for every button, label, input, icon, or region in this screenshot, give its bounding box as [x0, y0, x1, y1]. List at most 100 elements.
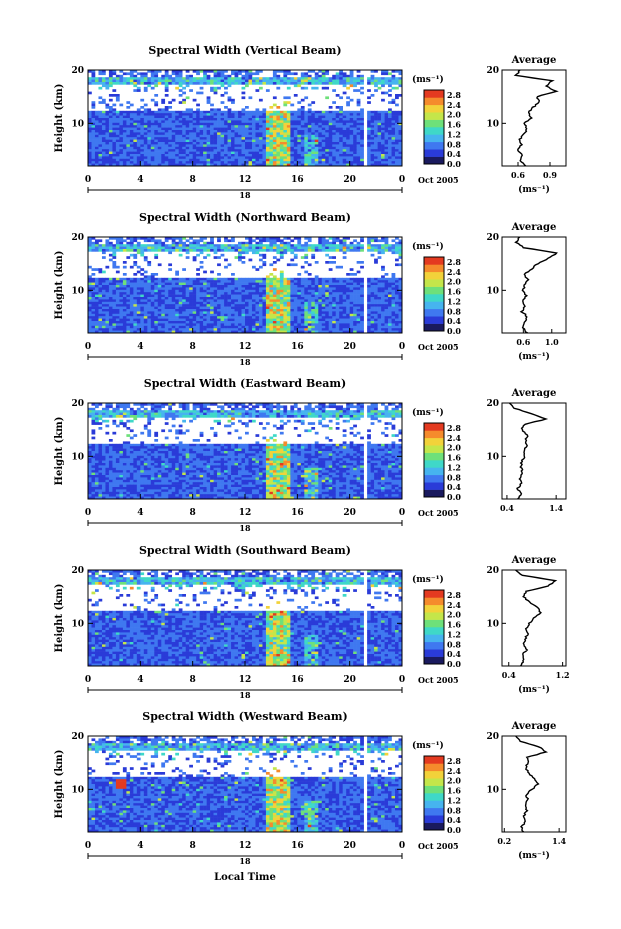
heatmap-cell — [335, 74, 340, 78]
heatmap-cell — [105, 246, 110, 250]
heatmap-cell — [353, 89, 357, 92]
heatmap-cell — [199, 79, 204, 83]
heatmap-cell — [129, 306, 134, 310]
heatmap-cell — [283, 120, 288, 124]
heatmap-cell — [185, 146, 190, 150]
heatmap-cell — [105, 313, 110, 317]
heatmap-cell — [196, 139, 200, 143]
heatmap-cell — [108, 292, 113, 295]
heatmap-cell — [346, 146, 350, 150]
heatmap-cell — [224, 154, 228, 157]
heatmap-cell — [220, 318, 225, 322]
heatmap-cell — [224, 110, 228, 114]
heatmap-cell — [293, 309, 298, 312]
heatmap-cell — [147, 139, 152, 143]
heatmap-cell — [269, 313, 274, 317]
heatmap-cell — [272, 280, 277, 283]
heatmap-cell — [133, 287, 138, 291]
heatmap-cell — [349, 299, 354, 303]
heatmap-cell — [314, 144, 319, 148]
heatmap-cell — [210, 316, 214, 319]
heatmap-cell — [231, 144, 235, 148]
heatmap-cell — [356, 244, 361, 247]
panel-1: Spectral Width (Northward Beam)Height (k… — [54, 211, 567, 367]
heatmap-cell — [231, 297, 235, 300]
heatmap-cell — [234, 132, 239, 136]
heatmap-cell — [213, 70, 218, 73]
heatmap-cell — [119, 294, 124, 298]
heatmap-cell — [335, 297, 340, 300]
heatmap-cell — [185, 125, 190, 128]
heatmap-cell — [105, 249, 110, 252]
heatmap-cell — [318, 316, 323, 319]
heatmap-cell — [304, 318, 309, 322]
heatmap-cell — [391, 70, 396, 73]
heatmap-cell — [321, 237, 326, 240]
heatmap-cell — [164, 301, 169, 305]
heatmap-cell — [133, 311, 138, 315]
heatmap-cell — [224, 74, 228, 78]
heatmap-cell — [213, 125, 218, 128]
heatmap-cell — [290, 244, 295, 247]
heatmap-cell — [175, 237, 180, 240]
heatmap-cell — [255, 156, 260, 160]
heatmap-cell — [388, 311, 392, 315]
heatmap-cell — [356, 158, 361, 162]
heatmap-cell — [238, 77, 242, 80]
heatmap-cell — [245, 77, 249, 80]
heatmap-cell — [342, 251, 347, 255]
heatmap-cell — [290, 318, 295, 322]
heatmap-cell — [293, 132, 298, 136]
colorbar-tick-label: 0.8 — [447, 139, 461, 149]
heatmap-cell — [119, 103, 124, 107]
heatmap-cell — [248, 142, 253, 145]
heatmap-cell — [328, 156, 333, 160]
heatmap-cell — [293, 313, 298, 317]
heatmap-cell — [353, 289, 357, 293]
heatmap-cell — [224, 280, 228, 283]
heatmap-cell — [304, 289, 309, 293]
heatmap-cell — [248, 299, 253, 303]
heatmap-cell — [129, 161, 134, 164]
heatmap-cell — [370, 301, 375, 305]
heatmap-cell — [157, 134, 162, 138]
heatmap-cell — [192, 249, 197, 252]
heatmap-cell — [335, 144, 340, 148]
heatmap-cell — [217, 277, 221, 281]
heatmap-cell — [398, 277, 403, 281]
heatmap-cell — [307, 239, 312, 243]
heatmap-cell — [98, 144, 103, 148]
heatmap-cell — [220, 161, 225, 164]
heatmap-cell — [147, 309, 152, 312]
heatmap-cell — [286, 146, 291, 150]
heatmap-cell — [122, 115, 127, 119]
heatmap-cell — [360, 161, 364, 164]
heatmap-cell — [182, 311, 186, 315]
heatmap-cell — [234, 118, 239, 121]
heatmap-cell — [231, 134, 235, 138]
heatmap-cell — [154, 84, 159, 88]
heatmap-cell — [143, 137, 148, 140]
heatmap-cell — [311, 134, 316, 138]
heatmap-cell — [307, 77, 312, 80]
heatmap-cell — [391, 118, 396, 121]
heatmap-cell — [395, 122, 399, 126]
heatmap-cell — [171, 246, 176, 250]
heatmap-cell — [398, 318, 403, 322]
heatmap-cell — [234, 144, 239, 148]
heatmap-cell — [161, 292, 166, 295]
heatmap-cell — [245, 134, 249, 138]
heatmap-cell — [321, 137, 326, 140]
heatmap-cell — [189, 246, 193, 250]
heatmap-cell — [398, 299, 403, 303]
heatmap-cell — [206, 149, 211, 152]
heatmap-cell — [307, 318, 312, 322]
heatmap-cell — [108, 301, 113, 305]
heatmap-cell — [377, 280, 382, 283]
heatmap-cell — [283, 309, 288, 312]
heatmap-cell — [210, 306, 214, 310]
heatmap-cell — [217, 318, 221, 322]
heatmap-cell — [262, 127, 267, 131]
heatmap-cell — [398, 294, 403, 298]
heatmap-cell — [178, 246, 183, 250]
